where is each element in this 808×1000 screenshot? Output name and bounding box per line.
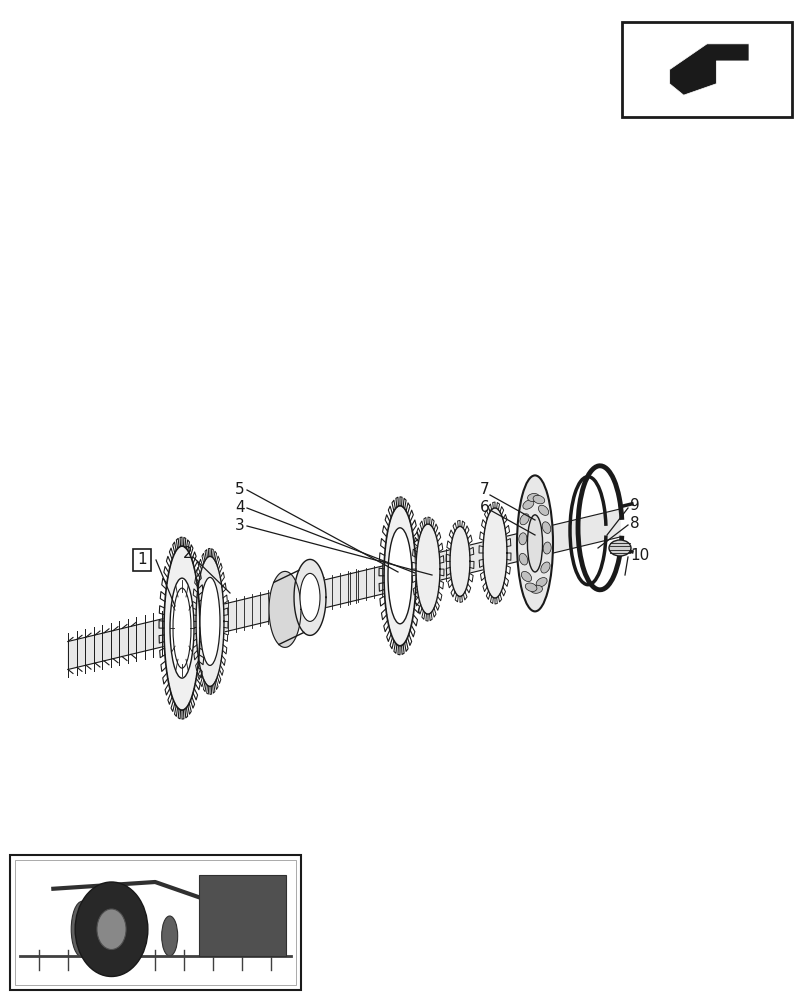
Ellipse shape (525, 583, 537, 591)
Ellipse shape (609, 540, 631, 556)
Ellipse shape (531, 585, 542, 593)
Polygon shape (416, 524, 440, 614)
Text: 7: 7 (480, 483, 490, 497)
Polygon shape (450, 526, 470, 596)
Text: 5: 5 (235, 483, 245, 497)
Ellipse shape (300, 573, 320, 621)
Polygon shape (199, 875, 286, 956)
Text: 9: 9 (630, 497, 640, 512)
Polygon shape (622, 22, 792, 117)
Polygon shape (164, 546, 200, 710)
Ellipse shape (71, 901, 94, 957)
Ellipse shape (533, 495, 545, 504)
Polygon shape (384, 506, 416, 646)
Text: 1: 1 (137, 552, 147, 568)
Ellipse shape (519, 533, 527, 545)
Ellipse shape (200, 577, 220, 665)
Ellipse shape (523, 500, 534, 509)
Polygon shape (670, 44, 749, 95)
Ellipse shape (520, 514, 529, 525)
Text: 3: 3 (235, 518, 245, 534)
Polygon shape (269, 571, 301, 647)
Ellipse shape (528, 515, 542, 572)
Ellipse shape (543, 542, 551, 554)
Polygon shape (68, 509, 620, 669)
Ellipse shape (542, 522, 551, 533)
Ellipse shape (541, 562, 550, 573)
Ellipse shape (521, 571, 532, 582)
Ellipse shape (538, 505, 549, 515)
Ellipse shape (97, 909, 126, 950)
Polygon shape (11, 857, 299, 988)
Ellipse shape (517, 475, 553, 611)
Ellipse shape (222, 908, 234, 938)
Ellipse shape (520, 553, 528, 565)
Ellipse shape (162, 916, 178, 956)
Text: 2: 2 (183, 546, 192, 560)
Ellipse shape (528, 493, 540, 502)
Polygon shape (483, 508, 507, 598)
Polygon shape (294, 559, 326, 635)
Text: 10: 10 (630, 548, 650, 562)
Polygon shape (196, 556, 224, 686)
Ellipse shape (170, 578, 194, 678)
Ellipse shape (75, 882, 148, 976)
Text: 8: 8 (630, 516, 640, 530)
Ellipse shape (537, 578, 547, 587)
Text: 6: 6 (480, 500, 490, 516)
Ellipse shape (388, 528, 412, 624)
Text: 4: 4 (235, 500, 245, 516)
